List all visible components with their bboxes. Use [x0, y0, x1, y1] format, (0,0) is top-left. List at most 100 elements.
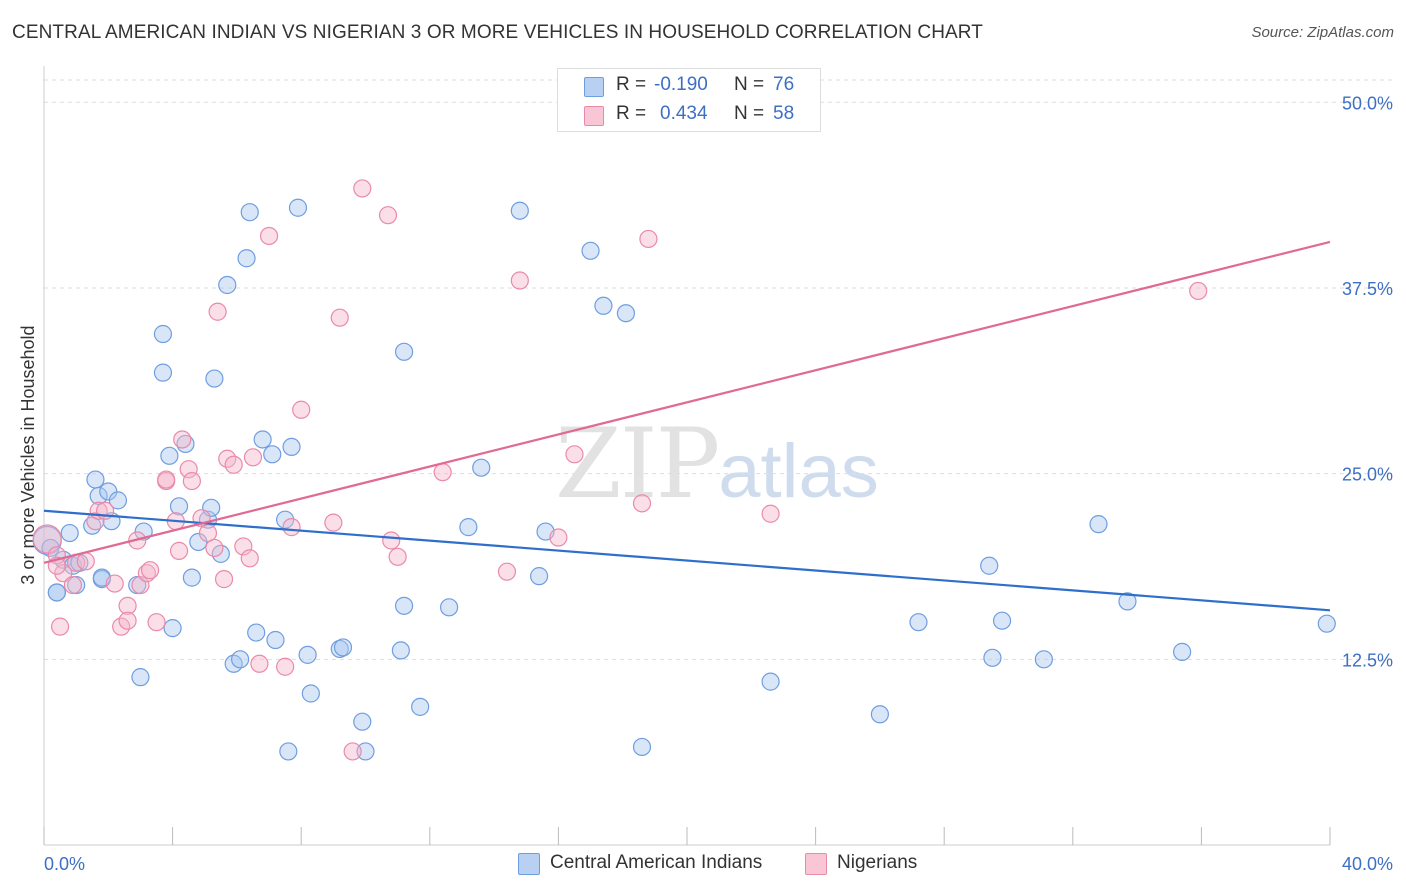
legend-n-value: 58	[773, 103, 795, 124]
data-point	[439, 598, 459, 617]
stats-legend: R = -0.190 N = 76 R = 0.434 N = 58	[557, 68, 821, 132]
data-point	[266, 630, 285, 650]
data-point	[208, 302, 227, 321]
legend-n-label: N =	[734, 103, 765, 124]
data-point	[433, 463, 452, 482]
data-point	[292, 400, 311, 419]
legend-r-label: R =	[616, 74, 647, 95]
legend-n-label: N =	[734, 74, 765, 95]
data-point	[1034, 650, 1053, 669]
data-point	[47, 583, 66, 602]
data-point	[394, 596, 414, 615]
data-point	[330, 308, 349, 327]
legend-r-value: 0.434	[660, 103, 708, 124]
legend-n-value: 76	[773, 74, 795, 95]
data-point	[259, 226, 279, 246]
data-point	[909, 613, 928, 632]
data-point	[288, 198, 308, 217]
data-point	[237, 249, 256, 268]
data-point	[86, 470, 105, 489]
legend-row-central-american-indians: R = -0.190 N = 76	[558, 72, 820, 100]
data-point	[1089, 515, 1108, 534]
data-point	[510, 271, 529, 290]
data-point	[247, 623, 266, 642]
data-point	[276, 657, 295, 676]
data-point	[983, 648, 1002, 667]
trend-line-blue	[43, 509, 1331, 612]
data-point	[205, 369, 224, 388]
data-point	[182, 471, 201, 491]
data-point	[353, 712, 372, 731]
data-point	[530, 567, 549, 586]
data-point	[761, 504, 780, 523]
data-point	[157, 470, 176, 489]
data-point	[992, 611, 1012, 630]
legend-label: Nigerians	[837, 852, 918, 873]
data-point	[394, 342, 414, 361]
data-point	[153, 363, 173, 382]
data-point	[240, 549, 259, 568]
series-pink	[32, 179, 1208, 761]
y-tick-label: 37.5%	[1342, 279, 1393, 299]
legend-row-nigerians: R = 0.434 N = 58	[558, 101, 820, 129]
data-point	[594, 296, 613, 315]
data-point	[105, 574, 124, 593]
data-point	[147, 613, 166, 632]
legend-swatch-blue	[584, 77, 604, 97]
chart-title: CENTRAL AMERICAN INDIAN VS NIGERIAN 3 OR…	[12, 22, 983, 43]
data-point	[118, 596, 137, 615]
data-point	[218, 275, 237, 295]
data-point	[169, 541, 189, 560]
data-point	[32, 524, 62, 554]
data-point	[510, 201, 529, 220]
data-point	[632, 737, 652, 757]
data-point	[388, 547, 407, 566]
data-point	[131, 668, 150, 687]
data-point	[76, 552, 95, 571]
data-point	[301, 684, 320, 703]
data-point	[1173, 642, 1192, 661]
data-point	[118, 611, 137, 630]
data-point	[356, 742, 375, 761]
data-point	[565, 445, 584, 464]
y-tick-label: 25.0%	[1342, 465, 1393, 485]
data-point	[298, 645, 317, 664]
data-point	[205, 538, 224, 558]
data-point	[632, 494, 652, 513]
data-point	[182, 568, 201, 587]
y-tick-label: 12.5%	[1342, 650, 1393, 670]
data-point	[343, 742, 362, 761]
data-point	[581, 241, 600, 260]
data-point	[60, 523, 79, 543]
legend-swatch-pink	[805, 853, 827, 875]
legend-swatch-pink	[584, 106, 604, 126]
data-point	[378, 206, 398, 225]
data-point	[263, 445, 282, 464]
data-point	[1317, 614, 1336, 633]
data-point	[391, 641, 410, 660]
data-point	[353, 179, 372, 198]
data-point	[243, 448, 263, 467]
data-point	[549, 528, 568, 547]
data-point	[54, 564, 73, 583]
data-point	[639, 229, 658, 249]
data-point	[980, 556, 999, 575]
y-axis-label: 3 or more Vehicles in Household	[18, 325, 38, 584]
data-point	[279, 742, 298, 761]
data-point	[140, 561, 160, 580]
data-point	[616, 304, 636, 323]
data-point	[173, 430, 192, 449]
data-point	[179, 460, 198, 479]
data-point	[163, 619, 182, 638]
source-label: Source: ZipAtlas.com	[1251, 24, 1394, 41]
watermark-zip: ZIP	[555, 408, 720, 520]
watermark: ZIPatlas	[555, 408, 879, 520]
data-point	[253, 430, 272, 449]
trend-line-pink	[43, 240, 1331, 564]
legend-swatch-blue	[518, 853, 540, 875]
watermark-atlas: atlas	[718, 429, 879, 514]
y-tick-label: 50.0%	[1342, 93, 1393, 113]
data-point	[382, 531, 401, 550]
data-point	[169, 497, 189, 516]
